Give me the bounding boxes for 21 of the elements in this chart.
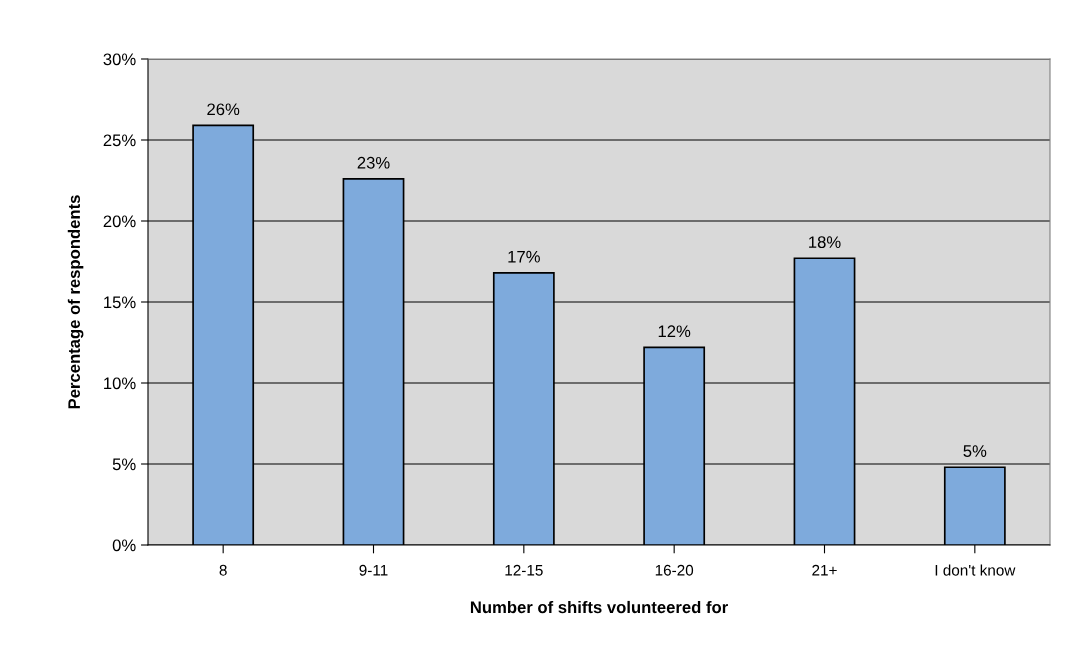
x-tick-label: 16-20 [655,564,694,576]
data-label: 23% [357,156,390,169]
x-tick-label: 12-15 [505,564,543,576]
data-label: 12% [658,325,691,338]
x-tick-label: 21+ [812,564,837,576]
data-label: 26% [207,103,240,116]
y-tick-label: 15% [104,296,136,309]
x-axis-title: Number of shifts volunteered for [470,600,728,614]
y-tick-label: 0% [112,539,136,552]
y-tick-label: 10% [104,377,136,390]
x-tick-label: I don't know [935,564,1016,576]
y-tick-label: 20% [103,215,136,228]
y-tick-label: 30% [103,53,136,66]
data-label: 5% [963,445,987,457]
y-axis-title: Percentage of respondents [67,195,84,409]
x-tick-label: 8 [219,564,227,576]
x-tick-label: 9-11 [359,564,388,576]
data-label: 18% [809,236,841,249]
y-tick-label: 5% [112,458,136,471]
data-label: 17% [508,250,540,263]
y-tick-label: 25% [103,134,136,147]
